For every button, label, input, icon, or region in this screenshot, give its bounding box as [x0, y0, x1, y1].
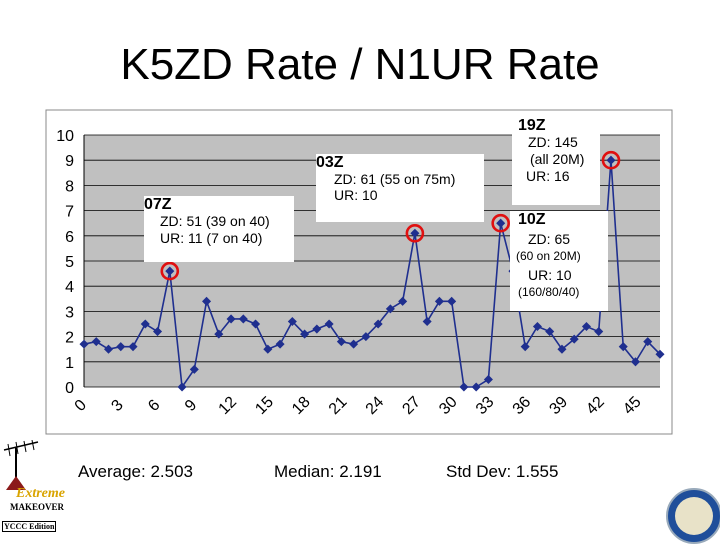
- data-point: [581, 321, 591, 332]
- x-tick-label: 30: [436, 393, 461, 418]
- callout-10z-line-1: ZD: 65: [528, 231, 571, 247]
- y-tick-label: 4: [65, 279, 74, 296]
- stddev-stat: Std Dev: 1.555: [446, 462, 559, 481]
- data-point: [655, 349, 665, 359]
- data-point: [226, 314, 236, 324]
- data-point: [520, 342, 530, 352]
- median-stat: Median: 2.191: [274, 462, 382, 481]
- callout-10z: 10Z ZD: 65 (60 on 20M) UR: 10 (160/80/40…: [510, 211, 608, 311]
- x-tick-label: 3: [108, 397, 126, 415]
- data-point: [618, 342, 628, 352]
- callout-19z-hour: 19Z: [518, 117, 546, 134]
- callout-10z-line-2: (60 on 20M): [516, 249, 581, 263]
- callout-07z: 07Z ZD: 51 (39 on 40) UR: 11 (7 on 40): [144, 196, 294, 262]
- y-tick-label: 9: [65, 153, 74, 170]
- callout-19z-line-2: (all 20M): [530, 151, 585, 167]
- x-tick-label: 39: [546, 393, 571, 418]
- chart-frame: [45, 109, 673, 435]
- x-tick-label: 33: [473, 393, 498, 418]
- y-tick-label: 0: [65, 380, 74, 397]
- data-point: [630, 357, 641, 367]
- data-point: [116, 342, 126, 352]
- data-point: [569, 334, 579, 344]
- data-point: [202, 296, 212, 306]
- y-tick-label: 5: [65, 254, 74, 271]
- x-tick-label: 42: [583, 393, 608, 418]
- x-tick-label: 15: [252, 393, 277, 418]
- highlight-ring: [601, 150, 621, 170]
- x-tick-label: 6: [145, 397, 163, 415]
- logo-makeover-text: MAKEOVER: [10, 502, 64, 512]
- callout-07z-hour: 07Z: [144, 196, 172, 213]
- callout-03z-line-2: UR: 10: [334, 187, 378, 203]
- x-tick-label: 0: [72, 397, 90, 415]
- y-tick-label: 6: [65, 229, 74, 246]
- antenna-icon: [3, 440, 39, 490]
- callout-19z: 19Z ZD: 145 (all 20M) UR: 16: [512, 117, 600, 205]
- x-tick-label: 12: [216, 393, 241, 418]
- data-point: [606, 155, 616, 165]
- callout-10z-hour: 10Z: [518, 211, 546, 228]
- data-point: [177, 382, 187, 392]
- data-point: [128, 342, 138, 352]
- callout-03z: 03Z ZD: 61 (55 on 75m) UR: 10: [316, 154, 484, 222]
- x-tick-label: 45: [620, 393, 645, 418]
- x-tick-label: 24: [363, 393, 388, 418]
- extreme-makeover-logo: Extreme MAKEOVER YCCC Edition: [2, 440, 74, 540]
- data-point: [251, 319, 261, 329]
- callout-19z-line-3: UR: 16: [526, 168, 570, 184]
- highlight-ring: [491, 213, 510, 233]
- callout-19z-line-1: ZD: 145: [528, 134, 578, 150]
- average-stat: Average: 2.503: [78, 462, 193, 481]
- y-tick-label: 7: [65, 204, 74, 221]
- data-point: [532, 321, 542, 332]
- data-point: [140, 319, 150, 329]
- x-tick-label: 9: [182, 397, 200, 415]
- logo-edition-text: YCCC Edition: [2, 521, 57, 532]
- ship-icon: [675, 497, 713, 535]
- callout-07z-line-2: UR: 11 (7 on 40): [160, 230, 263, 246]
- callout-10z-line-4: (160/80/40): [518, 285, 580, 299]
- y-tick-label: 8: [65, 178, 74, 195]
- club-seal-logo: [666, 488, 720, 544]
- highlight-ring: [405, 223, 425, 243]
- y-tick-label: 2: [65, 330, 74, 347]
- callout-03z-hour: 03Z: [316, 154, 344, 171]
- x-tick-label: 36: [510, 393, 535, 418]
- x-tick-label: 27: [399, 393, 424, 418]
- callout-10z-line-3: UR: 10: [528, 267, 572, 283]
- logo-extreme-text: Extreme: [16, 486, 65, 501]
- data-point: [496, 218, 506, 228]
- y-tick-label: 3: [65, 304, 74, 321]
- y-tick-label: 10: [56, 128, 74, 145]
- y-tick-label: 1: [65, 355, 74, 372]
- data-point: [153, 327, 163, 337]
- highlight-ring: [160, 261, 180, 281]
- callout-03z-line-1: ZD: 61 (55 on 75m): [334, 171, 456, 187]
- page-title: K5ZD Rate / N1UR Rate: [120, 40, 600, 89]
- data-point: [238, 314, 248, 324]
- data-point: [165, 266, 175, 276]
- x-tick-label: 18: [289, 393, 314, 418]
- callout-07z-line-1: ZD: 51 (39 on 40): [160, 213, 270, 229]
- data-point: [189, 364, 199, 374]
- x-tick-label: 21: [326, 393, 351, 418]
